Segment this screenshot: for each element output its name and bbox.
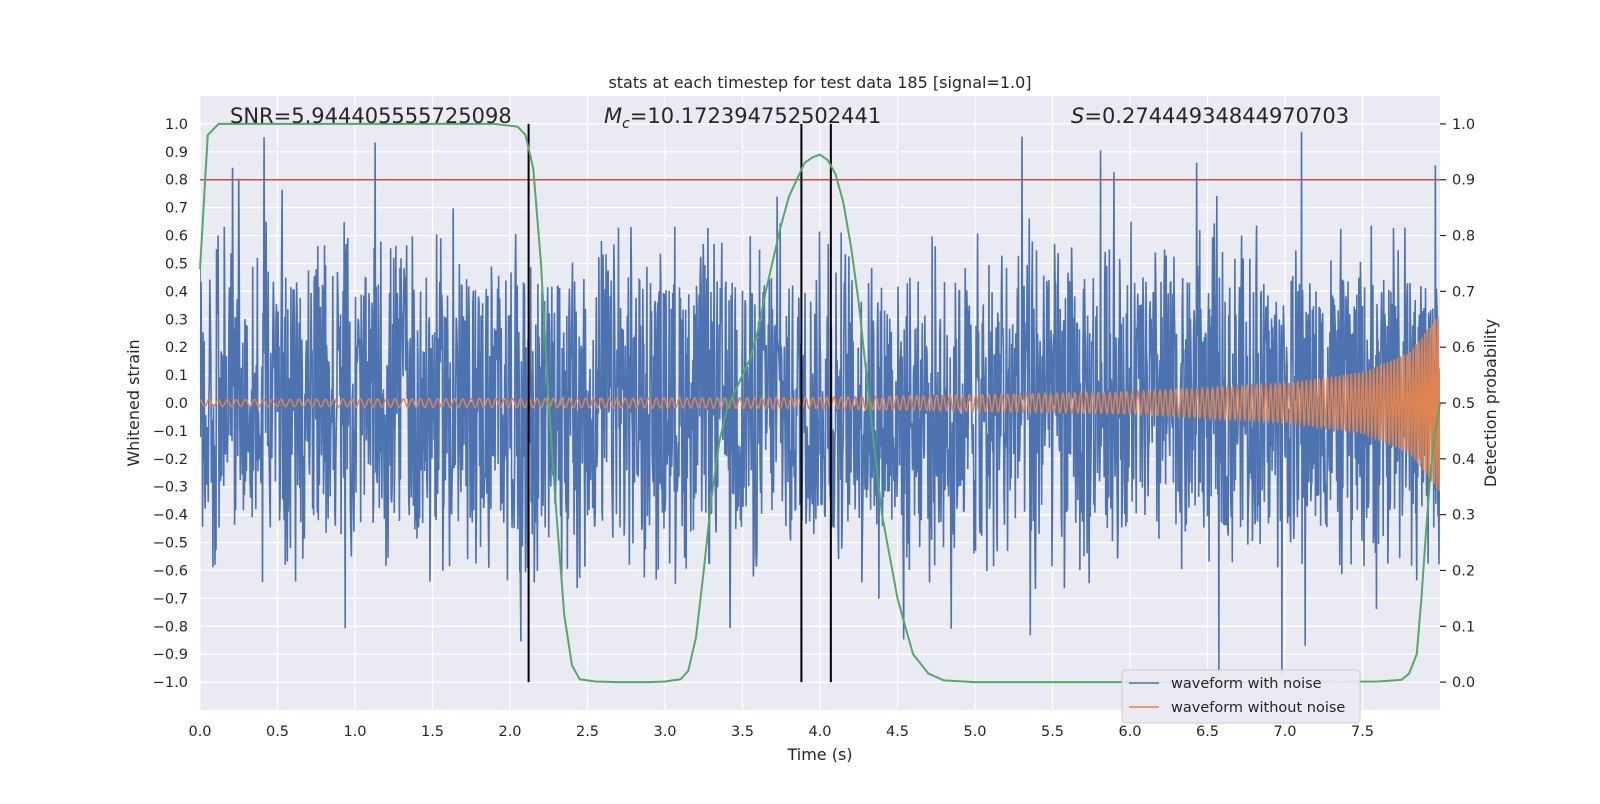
x-tick-label: 7.0 xyxy=(1273,724,1296,740)
y-right-axis-ticks: 1.0 0.9 0.8 0.7 0.6 0.5 0.4 0.3 0.2 0.1 0.0 xyxy=(1440,117,1475,691)
x-axis-ticks: 0.0 0.5 1.0 1.5 2.0 2.5 3.0 3.5 4.0 4.5 5.0 5.5 6.0 6… xyxy=(188,724,1374,740)
y-left-tick-label: 0.3 xyxy=(165,312,188,328)
x-tick-label: 3.5 xyxy=(731,724,754,740)
x-tick-label: 2.5 xyxy=(576,724,599,740)
mc-symbol: M xyxy=(604,104,622,128)
series-detection-probability xyxy=(199,122,1441,684)
y-left-axis-ticks: 1.0 0.9 0.8 0.7 0.6 0.5 0.4 0.3 0.2 0.1 0.0 −0.1 −0.… xyxy=(153,117,188,691)
y-left-tick-label: −0.3 xyxy=(153,480,188,496)
series-waveform-with-noise xyxy=(200,131,1440,676)
y-left-tick-label: −0.5 xyxy=(153,536,188,552)
y-left-tick-label: 0.4 xyxy=(165,284,188,300)
y-right-tick-label: 0.0 xyxy=(1452,675,1475,691)
y-left-tick-label: −0.1 xyxy=(153,424,188,440)
y-right-tick-label: 0.1 xyxy=(1452,619,1475,635)
x-tick-label: 6.5 xyxy=(1196,724,1219,740)
chart-title: stats at each timestep for test data 185… xyxy=(608,73,1031,92)
snr-annotation: SNR=5.944405555725098 xyxy=(230,104,512,128)
y-left-tick-label: 0.5 xyxy=(165,256,188,272)
x-axis-label: Time (s) xyxy=(786,745,852,764)
x-tick-label: 4.0 xyxy=(808,724,831,740)
y-right-tick-label: 0.2 xyxy=(1452,563,1475,579)
y-right-tick-label: 1.0 xyxy=(1452,117,1475,133)
y-left-tick-label: −1.0 xyxy=(153,675,188,691)
x-tick-label: 0.0 xyxy=(188,724,211,740)
detection-probability-line xyxy=(199,122,1441,684)
y-left-axis-label: Whitened strain xyxy=(124,339,143,466)
y-left-tick-label: −0.2 xyxy=(153,452,188,468)
s-value: =0.27444934844970703 xyxy=(1084,104,1349,128)
legend-label-noise: waveform with noise xyxy=(1171,676,1322,692)
y-left-tick-label: 0.2 xyxy=(165,340,188,356)
s-annotation: S=0.27444934844970703 xyxy=(1071,104,1349,128)
x-tick-label: 3.0 xyxy=(653,724,676,740)
y-right-tick-label: 0.4 xyxy=(1452,452,1475,468)
x-tick-label: 2.0 xyxy=(498,724,521,740)
y-left-tick-label: −0.9 xyxy=(153,647,188,663)
x-tick-label: 0.5 xyxy=(266,724,289,740)
y-left-tick-label: 0.9 xyxy=(165,145,188,161)
y-right-axis-label: Detection probability xyxy=(1481,319,1500,487)
y-right-tick-label: 0.5 xyxy=(1452,396,1475,412)
y-left-tick-label: 0.7 xyxy=(165,201,188,217)
x-tick-label: 6.0 xyxy=(1118,724,1141,740)
x-tick-label: 1.0 xyxy=(343,724,366,740)
x-tick-label: 5.0 xyxy=(963,724,986,740)
legend: waveform with noise waveform without noi… xyxy=(1121,669,1361,724)
y-left-tick-label: −0.8 xyxy=(153,619,188,635)
y-right-tick-label: 0.7 xyxy=(1452,284,1475,300)
vertical-marker-lines xyxy=(527,123,832,683)
y-left-tick-label: −0.7 xyxy=(153,591,188,607)
x-tick-label: 4.5 xyxy=(886,724,909,740)
x-tick-label: 5.5 xyxy=(1041,724,1064,740)
noise-waveform-line xyxy=(200,131,1440,676)
y-left-tick-label: −0.6 xyxy=(153,563,188,579)
clean-waveform-line xyxy=(200,316,1440,491)
y-right-tick-label: 0.3 xyxy=(1452,508,1475,524)
series-waveform-without-noise xyxy=(200,316,1440,491)
y-left-tick-label: 0.1 xyxy=(165,368,188,384)
y-left-tick-label: −0.4 xyxy=(153,508,188,524)
y-left-tick-label: 1.0 xyxy=(165,117,188,133)
legend-label-clean: waveform without noise xyxy=(1171,700,1345,716)
mc-subscript: c xyxy=(622,116,630,132)
y-left-tick-label: 0.6 xyxy=(165,229,188,245)
y-right-tick-label: 0.9 xyxy=(1452,173,1475,189)
chirp-mass-annotation: Mc=10.172394752502441 xyxy=(604,104,881,132)
x-tick-label: 7.5 xyxy=(1351,724,1374,740)
y-left-tick-label: 0.0 xyxy=(165,396,188,412)
y-left-tick-label: 0.8 xyxy=(165,173,188,189)
mc-value: =10.172394752502441 xyxy=(630,104,881,128)
y-right-tick-label: 0.8 xyxy=(1452,229,1475,245)
y-right-tick-label: 0.6 xyxy=(1452,340,1475,356)
x-tick-label: 1.5 xyxy=(421,724,444,740)
legend-box xyxy=(1121,669,1361,724)
s-symbol: S xyxy=(1071,104,1084,128)
